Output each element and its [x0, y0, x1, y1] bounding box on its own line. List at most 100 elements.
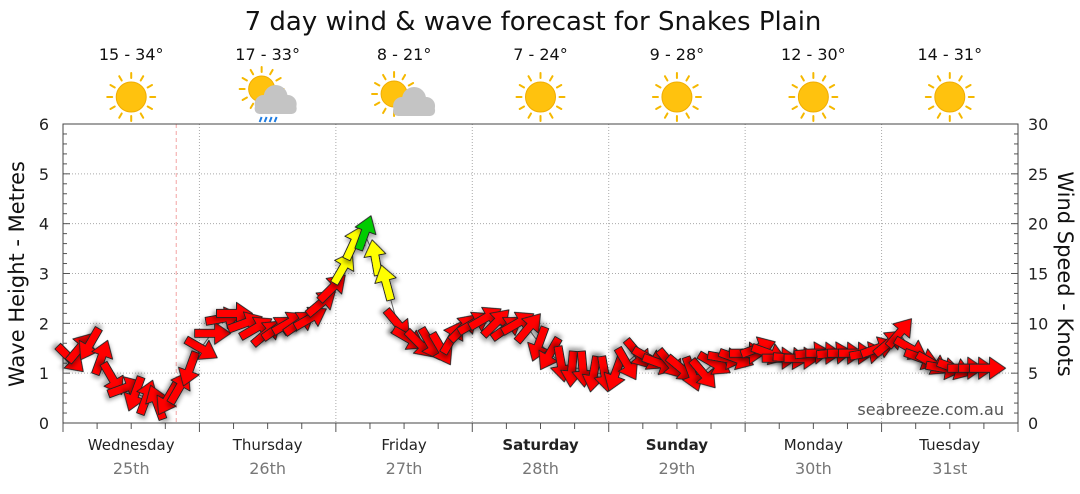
- y-axis-right-label: Wind Speed - Knots: [1053, 171, 1077, 376]
- sun-ray: [139, 112, 145, 119]
- sun-ray: [958, 112, 963, 119]
- wind-arrow: [884, 318, 913, 350]
- sun-ray: [685, 112, 690, 119]
- wind-arrow: [374, 264, 397, 302]
- wind-arrow: [194, 321, 232, 345]
- wind-arrow: [330, 251, 355, 286]
- sun-ray: [249, 102, 255, 110]
- y-left-tick-label: 6: [39, 115, 49, 134]
- sun-ray: [936, 112, 942, 119]
- sun-disc: [797, 81, 829, 113]
- wind-arrow-shape: [688, 357, 716, 389]
- rain-drop: [268, 116, 273, 123]
- day-date-label: 28th: [522, 459, 559, 478]
- wind-arrow: [292, 306, 327, 331]
- day-temp-range: 17 - 33°: [235, 45, 300, 64]
- sun-ray: [401, 73, 407, 81]
- sun-ray: [800, 112, 805, 119]
- wind-arrow: [91, 339, 114, 377]
- y-right-tick-label: 30: [1028, 115, 1048, 134]
- sun-ray: [791, 84, 798, 89]
- plot-frame: [62, 123, 1019, 424]
- day-temp-range: 8 - 21°: [377, 45, 431, 64]
- sun-ray: [146, 105, 153, 110]
- wind-arrow: [688, 357, 716, 389]
- day-name-label: Sunday: [646, 436, 709, 454]
- rain-drop: [273, 116, 278, 123]
- sun-ray: [382, 73, 387, 81]
- sun-ray: [655, 105, 662, 110]
- sun-ray: [965, 84, 972, 89]
- sun-ray: [382, 107, 387, 115]
- cloud-base: [254, 103, 297, 114]
- sun-ray: [821, 75, 827, 82]
- sun-ray: [958, 75, 963, 82]
- sun-disc: [661, 81, 693, 113]
- sun-ray: [109, 105, 116, 110]
- y-left-tick-label: 4: [39, 215, 49, 234]
- sun-ray: [249, 68, 255, 76]
- sun-ray: [407, 82, 415, 87]
- sun-ray: [275, 77, 282, 82]
- day-date-label: 25th: [113, 459, 150, 478]
- day-name-label: Thursday: [232, 436, 303, 454]
- day-temp-range: 7 - 24°: [513, 45, 567, 64]
- sun-ray: [800, 75, 805, 82]
- wind-arrow: [354, 215, 377, 252]
- sun-disc: [115, 81, 147, 113]
- rain-drop: [263, 116, 268, 123]
- y-right-tick-label: 0: [1028, 414, 1038, 433]
- grid: [63, 123, 1018, 423]
- wind-arrow-shape: [969, 356, 1007, 380]
- wind-arrows: [54, 215, 1007, 421]
- sun-ray: [527, 112, 532, 119]
- wind-arrow-shape: [178, 350, 200, 387]
- sun-ray: [549, 112, 554, 119]
- day-temp-range: 14 - 31°: [917, 45, 982, 64]
- sun-ray: [692, 105, 699, 110]
- sun-ray: [821, 112, 827, 119]
- sun-ray: [518, 84, 526, 89]
- wind-arrow-shape: [513, 313, 541, 345]
- sun-disc: [934, 81, 966, 113]
- sun-disc: [525, 81, 556, 113]
- day-date-label: 29th: [659, 459, 696, 478]
- sun-ray: [828, 84, 836, 89]
- sun-icon: [106, 72, 157, 122]
- sun-ray: [828, 105, 836, 110]
- sun-ray: [663, 112, 669, 119]
- cloud-sun-icon: [371, 71, 436, 117]
- day-name-label: Wednesday: [88, 436, 175, 454]
- cloud-base: [393, 105, 436, 116]
- sun-ray: [269, 68, 274, 76]
- axes: 0 1 2 3 4 5 6 0 5 10 15 20 25 30 Wednesday 25th Thursday…: [39, 115, 1049, 478]
- sun-ray: [685, 75, 690, 82]
- wind-arrow: [969, 356, 1007, 380]
- wind-arrow-shape: [330, 251, 355, 286]
- y-right-tick-label: 25: [1028, 165, 1048, 184]
- y-left-tick-label: 1: [39, 364, 49, 383]
- sun-ray: [928, 105, 935, 110]
- sun-ray: [139, 75, 145, 82]
- sun-ray: [146, 84, 153, 89]
- wind-arrow-shape: [374, 264, 397, 302]
- y-left-tick-label: 2: [39, 314, 49, 333]
- sun-ray: [663, 75, 669, 82]
- sun-ray: [118, 112, 123, 119]
- day-name-label: Friday: [381, 436, 427, 454]
- rain-drop: [258, 116, 263, 123]
- sun-ray: [118, 75, 123, 82]
- day-headers: 15 - 34° 17 - 33° 8 - 21° 7 - 24° 9 - 28° 12 …: [99, 45, 982, 123]
- sun-ray: [692, 84, 699, 89]
- wind-arrow-shape: [884, 318, 913, 350]
- cloud-shape: [393, 87, 436, 116]
- sun-ray: [241, 77, 248, 82]
- day-name-label: Monday: [784, 436, 843, 454]
- wind-arrow: [178, 350, 200, 387]
- rain-icon: [238, 66, 297, 123]
- day-temp-range: 9 - 28°: [650, 45, 704, 64]
- day-date-label: 26th: [249, 459, 286, 478]
- wind-arrow-shape: [183, 335, 218, 360]
- wind-arrow: [513, 313, 541, 345]
- sun-ray: [109, 84, 116, 89]
